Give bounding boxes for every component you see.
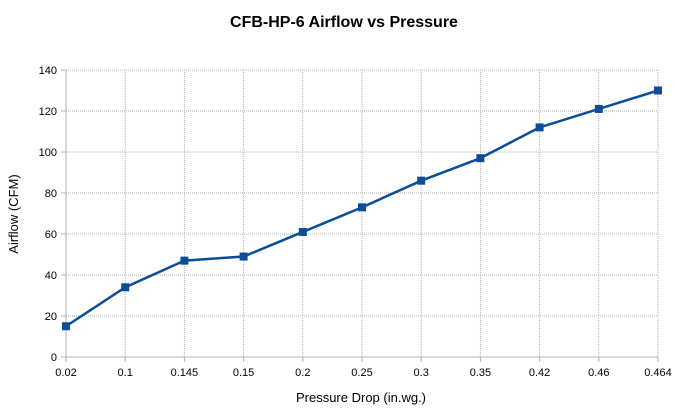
data-point — [239, 252, 248, 261]
x-tick-label: 0.25 — [351, 367, 372, 379]
x-tick-label: 0.35 — [470, 367, 491, 379]
data-point — [121, 283, 130, 292]
y-tick-label: 40 — [45, 270, 57, 282]
x-tick-label: 0.15 — [233, 367, 254, 379]
y-tick-label: 0 — [51, 352, 57, 364]
data-point — [417, 176, 426, 185]
x-axis-title: Pressure Drop (in.wg.) — [296, 390, 426, 405]
data-point — [476, 154, 485, 163]
y-axis-title: Airflow (CFM) — [6, 174, 21, 253]
y-tick-label: 20 — [45, 311, 57, 323]
gridlines — [66, 69, 659, 357]
x-tick-label: 0.3 — [414, 367, 429, 379]
data-point — [62, 322, 70, 331]
x-tick-label: 0.145 — [171, 367, 199, 379]
x-tick-label: 0.464 — [644, 367, 672, 379]
x-tick-label: 0.42 — [529, 367, 550, 379]
y-tick-labels: 0 20 40 60 80 100 120 140 — [39, 65, 57, 364]
series-group — [62, 86, 662, 331]
y-tick-label: 80 — [45, 188, 57, 200]
x-tick-labels: 0.02 0.1 0.145 0.15 0.2 0.25 0.3 0.35 0.42 0.46 0.… — [55, 367, 671, 379]
data-point — [535, 123, 544, 132]
x-tick-label: 0.1 — [118, 367, 133, 379]
data-point — [594, 104, 603, 113]
x-tick-label: 0.46 — [588, 367, 609, 379]
axes — [61, 69, 659, 362]
x-tick-label: 0.2 — [295, 367, 310, 379]
y-tick-label: 120 — [39, 106, 57, 118]
data-point — [180, 256, 189, 265]
y-tick-label: 140 — [39, 65, 57, 77]
chart-title: CFB-HP-6 Airflow vs Pressure — [230, 14, 458, 31]
x-tick-label: 0.02 — [55, 367, 76, 379]
y-tick-label: 60 — [45, 229, 57, 241]
data-point — [358, 203, 366, 212]
data-point — [298, 227, 307, 236]
y-tick-label: 100 — [39, 147, 57, 159]
data-point — [654, 86, 662, 95]
